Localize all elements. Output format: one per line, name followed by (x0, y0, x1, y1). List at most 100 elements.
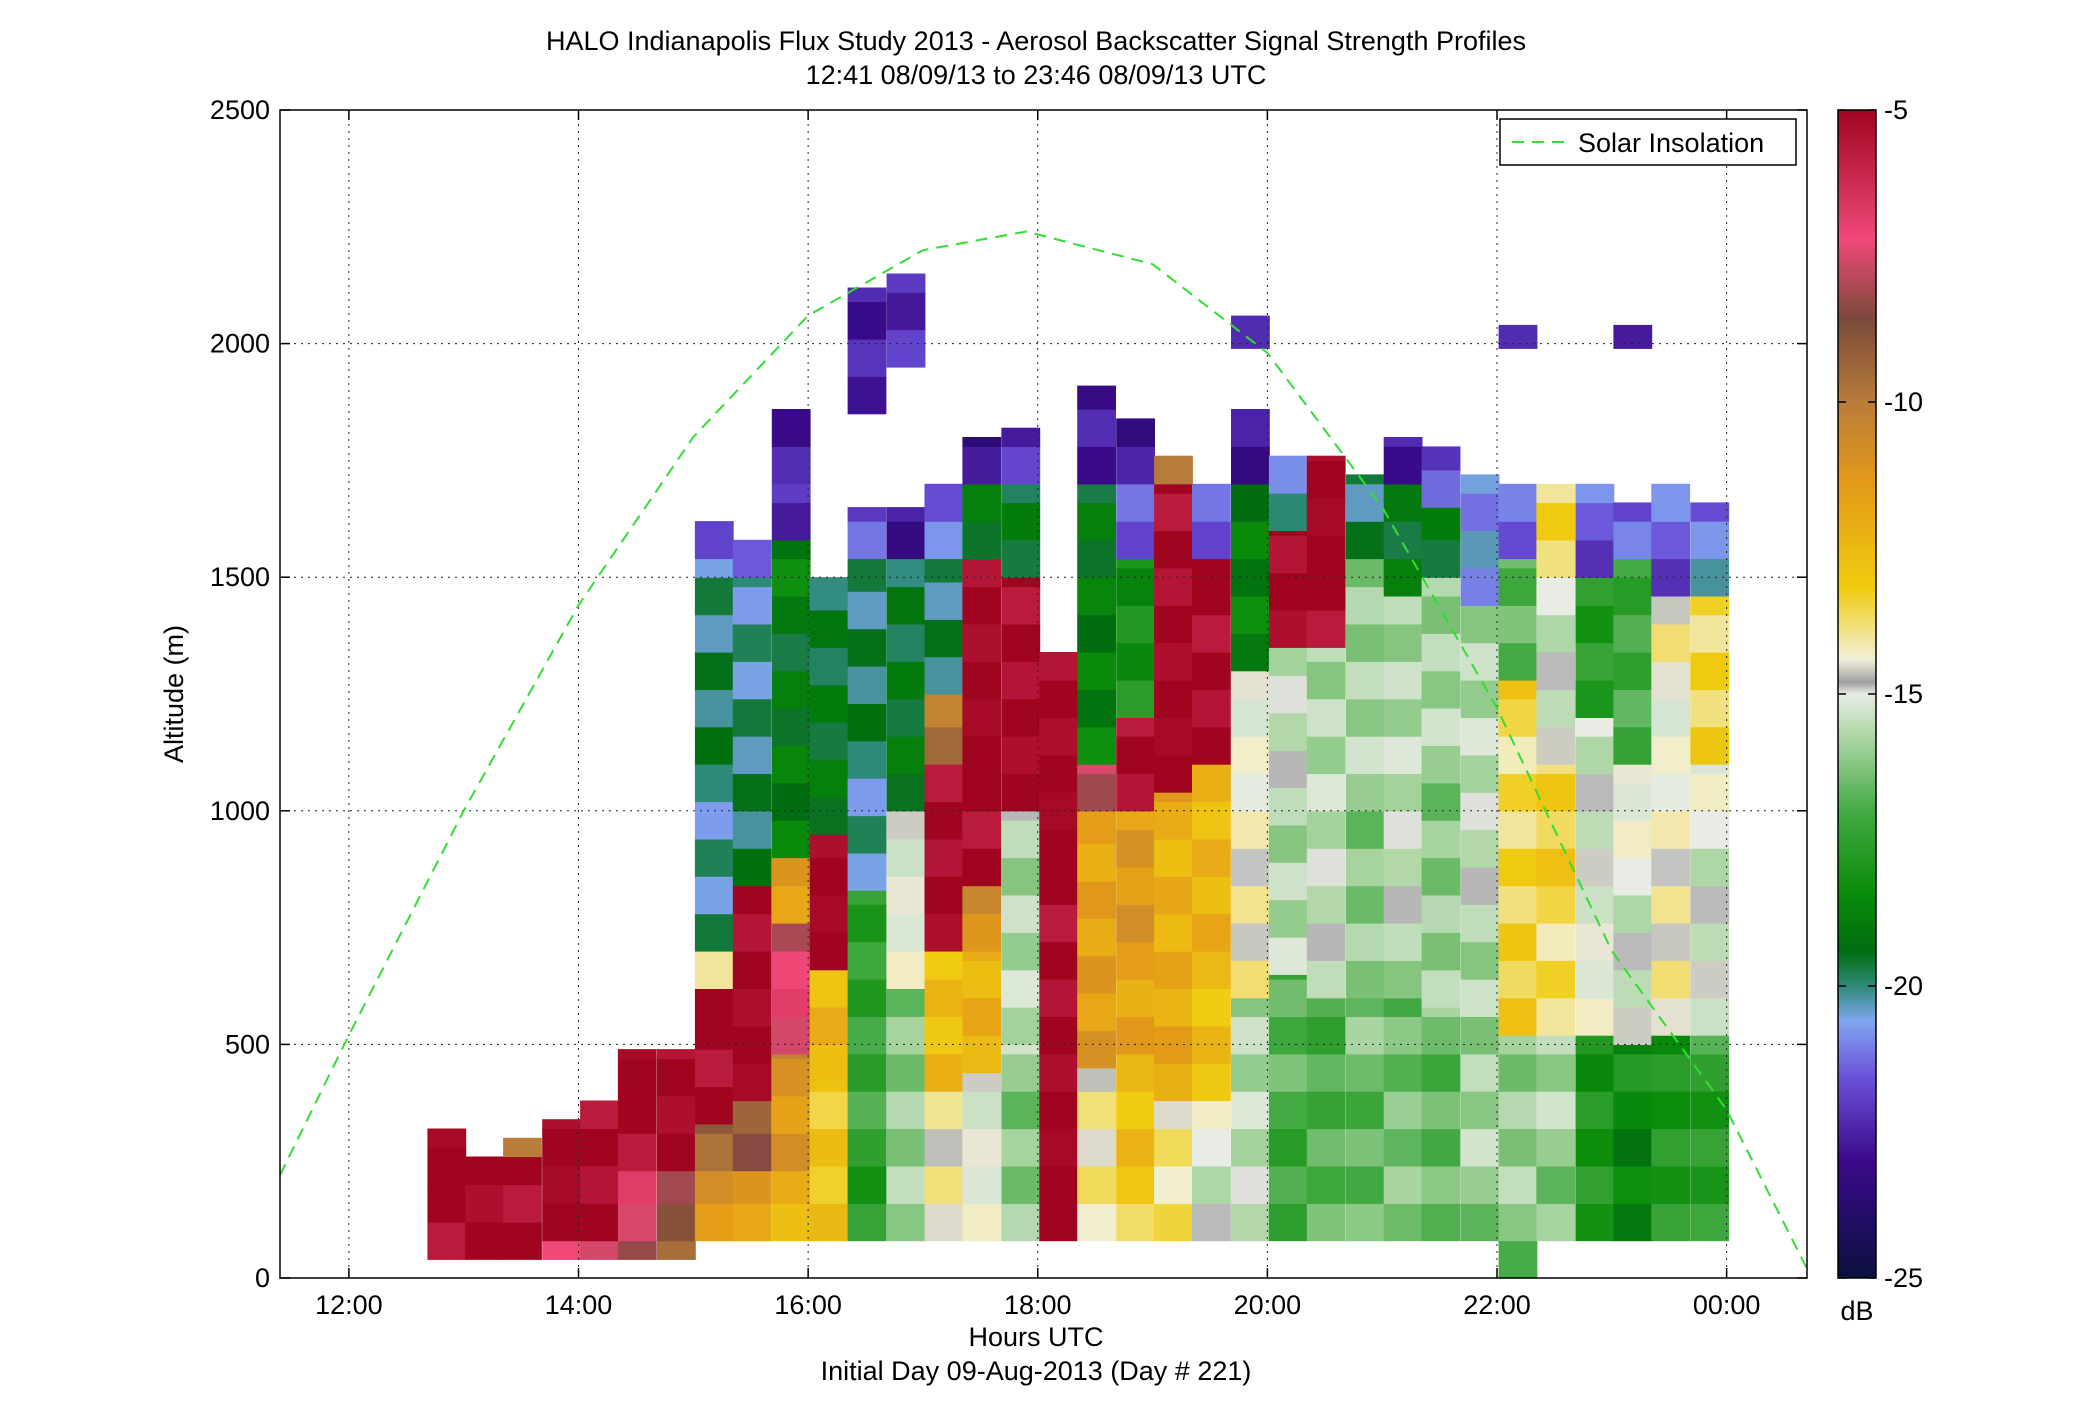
heatmap-cell (732, 1203, 772, 1242)
heatmap-cell (1154, 1063, 1193, 1102)
heatmap-cell (1039, 866, 1079, 905)
heatmap-cell (1536, 502, 1576, 541)
heatmap-cell (1231, 773, 1270, 812)
heatmap-cell (924, 764, 964, 803)
heatmap-cell (924, 656, 964, 695)
heatmap-cell (1001, 661, 1041, 700)
heatmap-cell (1077, 385, 1116, 410)
heatmap-cell (1268, 675, 1308, 714)
heatmap-cell (886, 736, 926, 774)
heatmap-cell (1613, 820, 1653, 859)
heatmap-cell (1345, 773, 1385, 812)
heatmap-cell (1651, 623, 1691, 662)
heatmap-cell (847, 591, 887, 630)
heatmap-cell (771, 745, 811, 784)
heatmap-cell (1421, 782, 1461, 821)
heatmap-cell (1421, 708, 1461, 746)
heatmap-cell (924, 483, 964, 522)
heatmap-cell (694, 913, 734, 952)
heatmap-cell (1421, 577, 1461, 597)
legend-entry-solar-insolation: Solar Insolation (1578, 128, 1764, 158)
heatmap-cell (1651, 558, 1691, 597)
heatmap-cell (1039, 754, 1079, 793)
heatmap-cell (1306, 773, 1346, 812)
heatmap-cell (1039, 1053, 1079, 1092)
heatmap-cell (1690, 726, 1730, 765)
colorbar-tick-label: -15 (1884, 679, 1923, 709)
heatmap-cell (1690, 848, 1730, 887)
heatmap-cell (1077, 1165, 1116, 1204)
heatmap-cell (1651, 521, 1691, 560)
heatmap-cell (1345, 661, 1385, 700)
heatmap-cell (1651, 661, 1691, 700)
heatmap-cell (1039, 1203, 1079, 1242)
heatmap-cell (1421, 670, 1461, 709)
colorbar-ticks: -25 -20 -15 -10 -5 (1838, 95, 1923, 1293)
solar-insolation-line (279, 230, 1808, 1270)
heatmap-cell (1268, 647, 1308, 676)
heatmap-cell (1690, 521, 1730, 560)
heatmap-cell (1306, 1091, 1346, 1130)
heatmap-cell (1421, 969, 1461, 1008)
heatmap-cell (962, 960, 1002, 999)
heatmap-cell (1306, 960, 1346, 999)
heatmap-cell (1345, 810, 1385, 849)
heatmap-cell (924, 979, 964, 1017)
heatmap-cell (1383, 1053, 1423, 1092)
heatmap-cell (1231, 1128, 1270, 1167)
heatmap-cell (1306, 810, 1346, 849)
heatmap-cell (1192, 764, 1231, 803)
heatmap-cell (771, 595, 811, 634)
heatmap-cell (924, 581, 964, 620)
heatmap-cell (1231, 848, 1270, 887)
heatmap-cell (694, 577, 734, 616)
heatmap-cell (1306, 1203, 1346, 1242)
heatmap-cell (1536, 1165, 1576, 1204)
heatmap-cell (771, 885, 811, 924)
heatmap-cell (732, 988, 772, 1027)
heatmap-cell (1231, 1091, 1270, 1130)
heatmap-cell (1345, 558, 1385, 588)
heatmap-cell (1231, 885, 1270, 924)
heatmap-cell (962, 736, 1002, 774)
heatmap-cell (962, 1128, 1002, 1167)
heatmap-cell (924, 1128, 964, 1167)
colorbar-tick-label: -20 (1884, 971, 1923, 1001)
heatmap-cell (847, 301, 887, 340)
heatmap-cell (1306, 647, 1346, 662)
y-tick-label: 1500 (210, 562, 270, 592)
heatmap-cell (1268, 1091, 1308, 1130)
heatmap-cell (962, 698, 1002, 737)
heatmap-cell (1001, 502, 1041, 541)
heatmap-cell (617, 1049, 657, 1059)
heatmap-cell (1421, 1091, 1461, 1130)
heatmap-cell (1575, 1053, 1615, 1092)
heatmap-cell (1268, 535, 1308, 574)
heatmap-cell (847, 852, 887, 891)
heatmap-cell (503, 1221, 542, 1260)
heatmap-cell (847, 507, 887, 522)
heatmap-cell (886, 1091, 926, 1130)
heatmap-cell (1613, 1091, 1653, 1130)
heatmap-cell (847, 1128, 887, 1167)
heatmap-cell (886, 1128, 926, 1167)
x-tick-label: 12:00 (315, 1290, 383, 1320)
heatmap-cell (1345, 1016, 1385, 1055)
heatmap-cell (1154, 754, 1193, 793)
heatmap-cell (1116, 773, 1155, 812)
heatmap-cell (962, 1203, 1002, 1242)
heatmap-cell (962, 810, 1002, 849)
heatmap-cell (1116, 680, 1155, 718)
heatmap-cell (1077, 918, 1116, 957)
heatmap-cell (1460, 1203, 1500, 1242)
heatmap-cell (1383, 1203, 1423, 1242)
heatmap-cell (1345, 521, 1385, 560)
heatmap-cell (1077, 764, 1116, 774)
heatmap-cell (732, 623, 772, 662)
heatmap-cell (1231, 315, 1270, 349)
heatmap-cell (1039, 652, 1079, 681)
heatmap-cell (771, 1133, 811, 1172)
heatmap-cell (847, 338, 887, 377)
heatmap-cell (962, 885, 1002, 915)
heatmap-cell (886, 698, 926, 737)
